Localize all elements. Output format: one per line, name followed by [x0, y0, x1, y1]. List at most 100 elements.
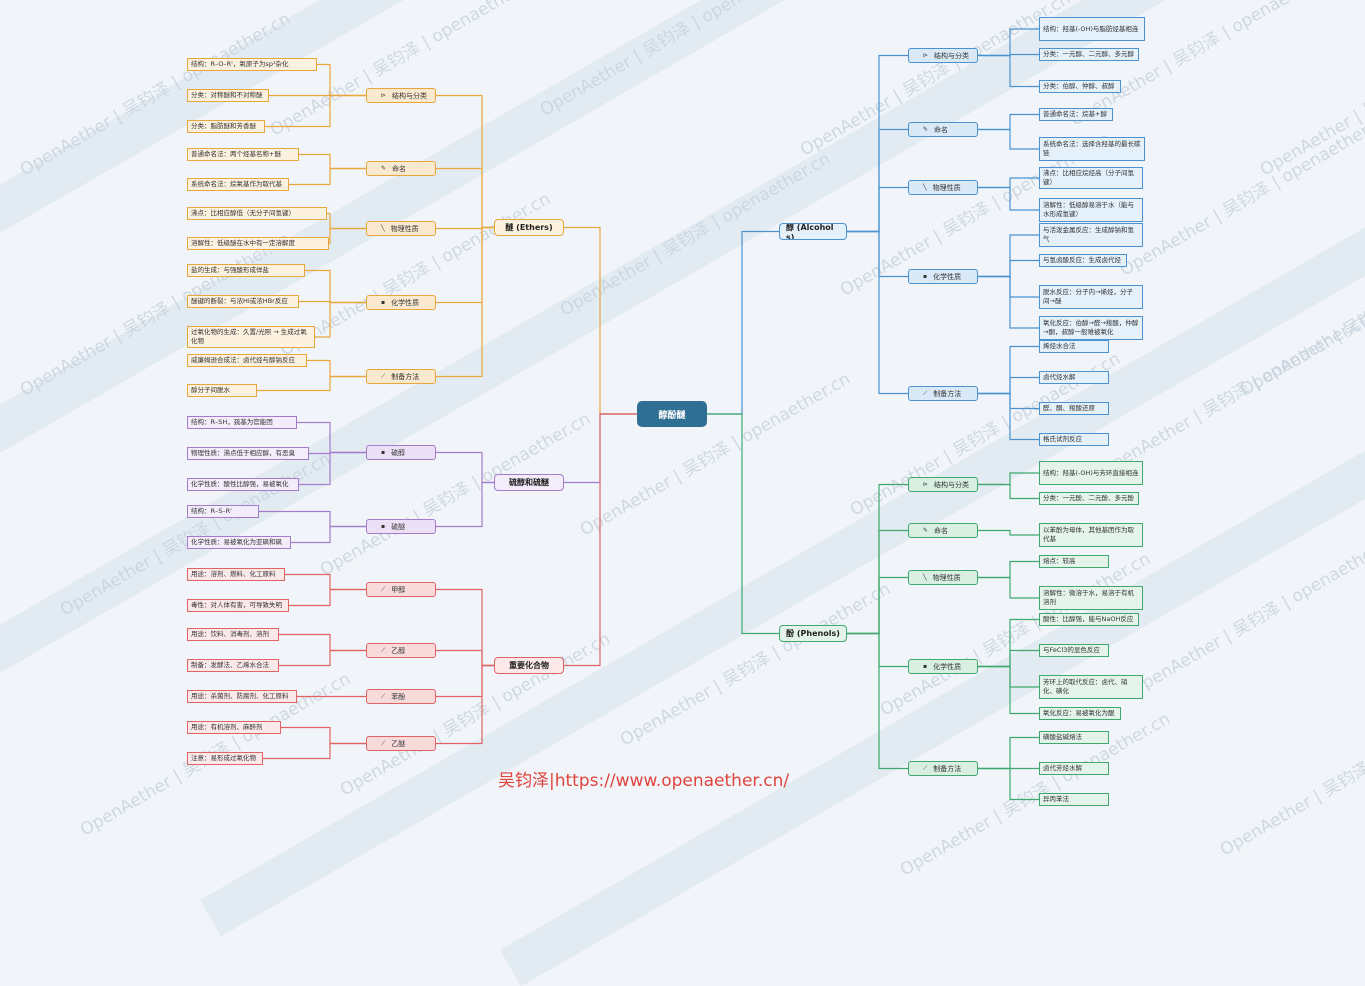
leaf-ether-1-0[interactable]: 普通命名法：两个烃基名称+醚 — [187, 148, 299, 161]
leaf-alcohol-3-2[interactable]: 脱水反应：分子内→烯烃，分子间→醚 — [1039, 285, 1143, 309]
leaf-ether-4-0[interactable]: 威廉姆逊合成法：卤代烃与醇钠反应 — [187, 354, 307, 367]
topic-alcohol-1[interactable]: ✎ 命名 — [908, 122, 978, 137]
leaf-alcohol-1-1[interactable]: 系统命名法：选择含羟基的最长碳链 — [1039, 137, 1145, 161]
topic-important-1[interactable]: ⟋ 乙醇 — [366, 643, 436, 658]
leaf-ether-3-2[interactable]: 过氧化物的生成：久置/光照 → 生成过氧化物 — [187, 326, 315, 348]
leaf-phenol-3-2[interactable]: 芳环上的取代反应：卤代、硝化、磺化 — [1039, 675, 1143, 699]
category-important[interactable]: 重要化合物 — [494, 657, 564, 674]
leaf-ether-0-2[interactable]: 分类：脂肪醚和芳香醚 — [187, 120, 265, 133]
topic-thio-0[interactable]: ▪ 硫醇 — [366, 445, 436, 460]
topic-ether-1[interactable]: ✎ 命名 — [366, 161, 436, 176]
topic-label: 结构与分类 — [392, 91, 428, 100]
leaf-phenol-0-0[interactable]: 结构：羟基(-OH)与芳环直接相连 — [1039, 461, 1143, 485]
leaf-thio-0-0[interactable]: 结构：R–SH，巯基为官能团 — [187, 416, 297, 429]
leaf-important-3-1[interactable]: 注意：易形成过氧化物 — [187, 752, 263, 765]
connector-line — [259, 510, 366, 528]
leaf-alcohol-3-0[interactable]: 与活泼金属反应：生成醇钠和氢气 — [1039, 223, 1143, 247]
leaf-thio-1-0[interactable]: 结构：R–S–R' — [187, 505, 259, 518]
topic-phenol-2[interactable]: ╲ 物理性质 — [908, 570, 978, 585]
connector-line — [847, 576, 908, 635]
connector-line — [847, 632, 908, 668]
category-thio[interactable]: 硫醇和硫醚 — [494, 474, 564, 491]
leaf-alcohol-0-0[interactable]: 结构：羟基(-OH)与脂肪烃基相连 — [1039, 17, 1145, 41]
topic-phenol-3[interactable]: ▪ 化学性质 — [908, 659, 978, 674]
topic-alcohol-4[interactable]: ⟋ 制备方法 — [908, 386, 978, 401]
connector-line — [436, 94, 494, 229]
category-alcohol[interactable]: 醇 (Alcohols) — [779, 223, 847, 240]
leaf-important-1-0[interactable]: 用途：饮料、消毒剂、溶剂 — [187, 628, 279, 641]
leaf-phenol-3-1[interactable]: 与FeCl3的显色反应 — [1039, 644, 1109, 657]
leaf-phenol-4-0[interactable]: 磺酸盐碱熔法 — [1039, 731, 1109, 744]
leaf-important-1-1[interactable]: 制备：发酵法、乙烯水合法 — [187, 659, 279, 672]
topic-phenol-4[interactable]: ⟋ 制备方法 — [908, 761, 978, 776]
topic-icon: ╲ — [381, 225, 385, 232]
connector-line — [436, 167, 494, 229]
topic-important-3[interactable]: ⟋ 乙醚 — [366, 736, 436, 751]
topic-ether-4[interactable]: ⟋ 制备方法 — [366, 369, 436, 384]
leaf-phenol-3-0[interactable]: 酸性：比醇强，能与NaOH反应 — [1039, 613, 1139, 626]
leaf-alcohol-4-1[interactable]: 卤代烃水解 — [1039, 371, 1109, 384]
topic-label: 化学性质 — [933, 662, 962, 671]
leaf-phenol-4-1[interactable]: 卤代芳烃水解 — [1039, 762, 1109, 775]
topic-ether-2[interactable]: ╲ 物理性质 — [366, 221, 436, 236]
leaf-phenol-4-2[interactable]: 异丙苯法 — [1039, 793, 1109, 806]
topic-icon: ⊳ — [381, 92, 387, 99]
leaf-phenol-3-3[interactable]: 氧化反应：易被氧化为醌 — [1039, 707, 1121, 720]
topic-ether-0[interactable]: ⊳ 结构与分类 — [366, 88, 436, 103]
leaf-phenol-2-1[interactable]: 溶解性：微溶于水，易溶于有机溶剂 — [1039, 586, 1143, 610]
topic-thio-1[interactable]: ▪ 硫醚 — [366, 519, 436, 534]
leaf-alcohol-2-0[interactable]: 沸点：比相应烷烃高（分子间氢键） — [1039, 167, 1143, 189]
leaf-thio-0-1[interactable]: 物理性质：沸点低于相应醇，有恶臭 — [187, 447, 309, 460]
leaf-thio-0-2[interactable]: 化学性质：酸性比醇强，易被氧化 — [187, 478, 299, 491]
leaf-alcohol-1-0[interactable]: 普通命名法：烷基+醇 — [1039, 108, 1113, 121]
leaf-ether-3-1[interactable]: 醚键的断裂：与浓HI或浓HBr反应 — [187, 295, 299, 308]
topic-icon: ✎ — [923, 126, 929, 133]
leaf-phenol-1-0[interactable]: 以苯酚为母体，其他基团作为取代基 — [1039, 523, 1143, 547]
topic-label: 制备方法 — [933, 764, 962, 773]
leaf-thio-1-1[interactable]: 化学性质：易被氧化为亚砜和砜 — [187, 536, 291, 549]
leaf-ether-4-1[interactable]: 醇分子间脱水 — [187, 384, 257, 397]
leaf-alcohol-2-1[interactable]: 溶解性：低级醇易溶于水（能与水形成氢键） — [1039, 198, 1143, 222]
leaf-important-0-0[interactable]: 用途：溶剂、燃料、化工原料 — [187, 568, 285, 581]
leaf-alcohol-3-3[interactable]: 氧化反应：伯醇→醛→羧酸，仲醇→酮，叔醇一般难被氧化 — [1039, 316, 1143, 340]
leaf-ether-1-1[interactable]: 系统命名法：烷氧基作为取代基 — [187, 178, 289, 191]
topic-icon: ⟋ — [381, 585, 386, 593]
category-ether[interactable]: 醚 (Ethers) — [494, 219, 564, 236]
topic-ether-3[interactable]: ▪ 化学性质 — [366, 295, 436, 310]
leaf-alcohol-0-2[interactable]: 分类：伯醇、仲醇、叔醇 — [1039, 80, 1121, 93]
topic-icon: ⟋ — [381, 646, 386, 654]
leaf-phenol-2-0[interactable]: 熔点：较高 — [1039, 555, 1109, 568]
topic-icon: ✎ — [923, 527, 929, 534]
leaf-ether-0-0[interactable]: 结构：R–O–R'，氧原子为sp³杂化 — [187, 58, 317, 71]
topic-important-2[interactable]: ⟋ 苯酚 — [366, 689, 436, 704]
leaf-alcohol-3-1[interactable]: 与氢卤酸反应：生成卤代烃 — [1039, 254, 1127, 267]
topic-label: 命名 — [934, 526, 949, 535]
footer-url[interactable]: 吴钧泽|https://www.openaether.cn/ — [498, 771, 790, 791]
connector-line — [847, 529, 908, 635]
leaf-alcohol-4-0[interactable]: 烯烃水合法 — [1039, 340, 1109, 353]
connector-line — [847, 483, 908, 635]
leaf-alcohol-4-2[interactable]: 醛、酮、羧酸还原 — [1039, 402, 1109, 415]
topic-icon: ▪ — [381, 523, 386, 530]
connector-line — [978, 113, 1039, 131]
topic-important-0[interactable]: ⟋ 甲醇 — [366, 582, 436, 597]
leaf-ether-2-0[interactable]: 沸点：比相应醇低（无分子间氢键） — [187, 207, 327, 220]
category-phenol[interactable]: 酚 (Phenols) — [779, 625, 847, 642]
leaf-ether-3-0[interactable]: 盐的生成：与强酸形成佯盐 — [187, 264, 305, 277]
topic-phenol-0[interactable]: ⊳ 结构与分类 — [908, 477, 978, 492]
leaf-alcohol-4-3[interactable]: 格氏试剂反应 — [1039, 433, 1109, 446]
leaf-ether-0-1[interactable]: 分类：对称醚和不对称醚 — [187, 89, 269, 102]
connector-line — [978, 472, 1039, 486]
topic-alcohol-2[interactable]: ╲ 物理性质 — [908, 180, 978, 195]
topic-alcohol-3[interactable]: ▪ 化学性质 — [908, 269, 978, 284]
topic-alcohol-0[interactable]: ⊳ 结构与分类 — [908, 48, 978, 63]
leaf-important-3-0[interactable]: 用途：有机溶剂、麻醉剂 — [187, 721, 281, 734]
leaf-phenol-0-1[interactable]: 分类：一元酚、二元酚、多元酚 — [1039, 492, 1139, 505]
topic-phenol-1[interactable]: ✎ 命名 — [908, 523, 978, 538]
leaf-important-0-1[interactable]: 毒性：对人体有害，可导致失明 — [187, 599, 289, 612]
leaf-ether-2-1[interactable]: 溶解性：低级醚在水中有一定溶解度 — [187, 237, 329, 250]
leaf-alcohol-0-1[interactable]: 分类：一元醇、二元醇、多元醇 — [1039, 48, 1139, 61]
root-topic[interactable]: 醇酚醚 — [637, 401, 707, 427]
leaf-important-2-0[interactable]: 用途：杀菌剂、防腐剂、化工原料 — [187, 690, 297, 703]
connector-line — [978, 529, 1039, 536]
